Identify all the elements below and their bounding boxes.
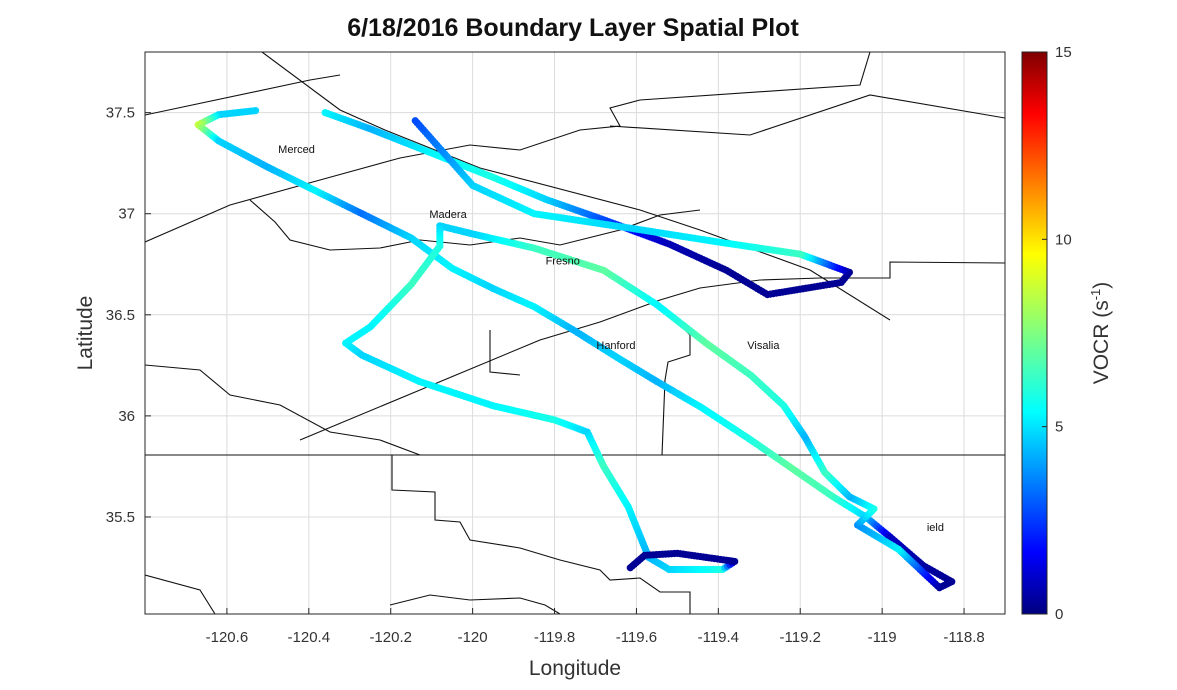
colorbar-label: VOCR (s-1) <box>1088 282 1113 385</box>
track-point <box>411 117 419 125</box>
chart-title: 6/18/2016 Boundary Layer Spatial Plot <box>347 14 799 42</box>
county-border-kings <box>489 330 521 376</box>
city-label: Madera <box>429 209 467 221</box>
colorbar <box>1021 51 1048 615</box>
colorbar-label-superscript: -1 <box>1088 289 1103 301</box>
x-tick-label: -119 <box>868 629 897 646</box>
track-point <box>626 564 634 572</box>
city-label: ield <box>927 522 944 534</box>
colorbar-tick-label: 0 <box>1055 606 1063 623</box>
county-border-mariposa <box>609 94 1005 136</box>
x-tick-label: -118.8 <box>943 629 984 646</box>
y-tick-label: 36.5 <box>106 307 135 324</box>
county-border-merced-north <box>261 52 891 321</box>
y-tick-label: 35.5 <box>106 509 135 526</box>
y-tick-label: 36 <box>118 408 135 425</box>
x-tick-label: -119.2 <box>780 629 821 646</box>
colorbar-ticks: 0 5 10 15 <box>1042 44 1072 623</box>
x-tick-label: -120.4 <box>288 629 331 646</box>
x-tick-label: -120 <box>458 629 488 646</box>
plot-frame <box>144 51 1006 615</box>
y-tick-label: 37.5 <box>106 105 135 122</box>
colorbar-tick-label: 5 <box>1055 419 1063 436</box>
x-tick-label: -120.6 <box>206 629 249 646</box>
county-border-fresno-south <box>299 261 1005 441</box>
y-axis-ticks: 35.5 36 36.5 37 37.5 <box>106 105 151 526</box>
county-border-southern <box>389 594 561 614</box>
city-labels: Merced Madera Fresno Hanford Visalia ield <box>278 144 944 534</box>
x-tick-label: -119.6 <box>616 629 657 646</box>
x-axis-ticks: -120.6 -120.4 -120.2 -120 -119.8 -119.6 -119.4… <box>206 608 985 646</box>
y-axis-label: Latitude <box>74 296 97 371</box>
city-label: Hanford <box>596 340 635 352</box>
colorbar-label-close: ) <box>1090 282 1113 289</box>
coast-range-foothills <box>145 364 421 456</box>
x-tick-label: -119.4 <box>698 629 739 646</box>
colorbar-tick-label: 15 <box>1055 44 1072 61</box>
city-label: Visalia <box>747 340 780 352</box>
city-label: Merced <box>278 144 315 156</box>
colorbar-label-text: VOCR (s <box>1090 300 1113 384</box>
y-tick-label: 37 <box>118 206 135 223</box>
colorbar-tick-label: 10 <box>1055 231 1072 248</box>
flight-track <box>194 107 956 592</box>
county-border-kern-west <box>391 455 691 614</box>
x-tick-label: -120.2 <box>369 629 412 646</box>
x-tick-label: -119.8 <box>534 629 575 646</box>
county-border-sanluis <box>145 574 216 614</box>
x-axis-label: Longitude <box>529 657 621 680</box>
city-label: Fresno <box>546 255 580 267</box>
county-border-coast-north <box>145 74 341 116</box>
